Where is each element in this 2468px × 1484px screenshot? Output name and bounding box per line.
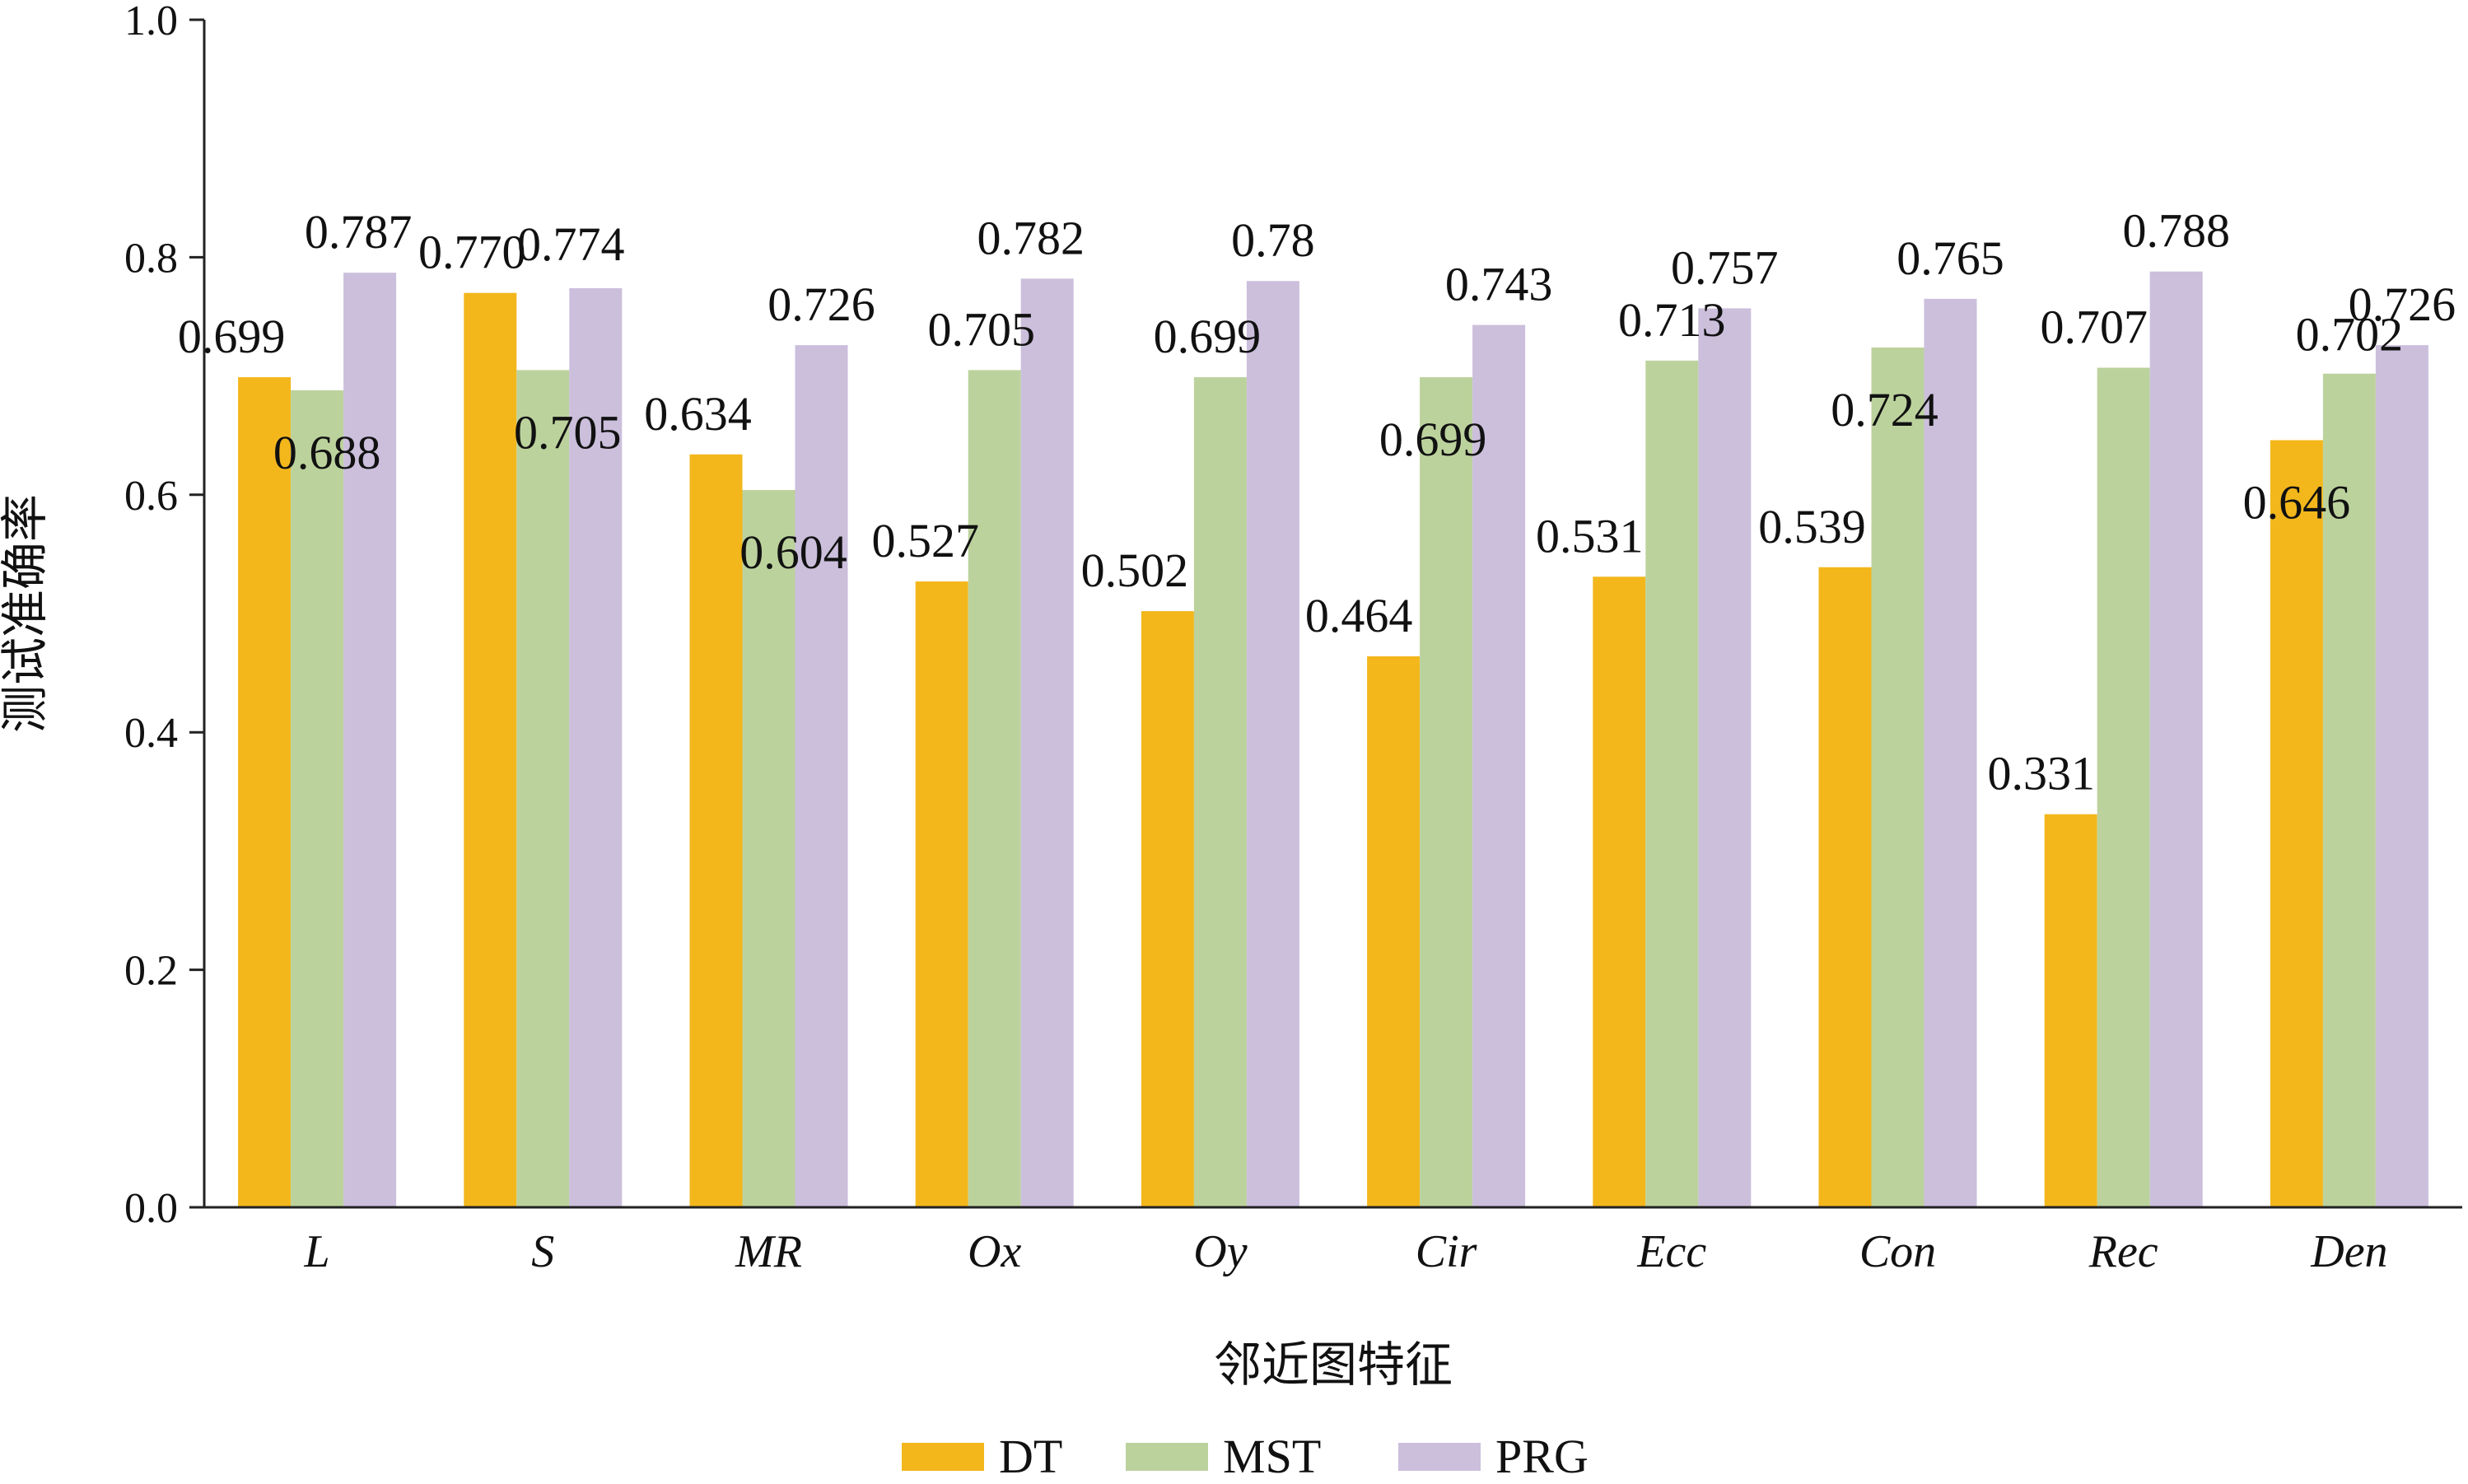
bar-dt-con <box>1818 567 1872 1207</box>
bar-prg-con <box>1924 298 1977 1207</box>
y-tick-label: 0.4 <box>124 710 178 757</box>
bar-mst-ecc <box>1645 360 1699 1207</box>
x-tick-label: Oy <box>1193 1226 1247 1277</box>
data-label-dt-ecc: 0.531 <box>1536 509 1644 562</box>
bar-dt-ecc <box>1593 576 1646 1207</box>
bar-dt-mr <box>689 454 743 1207</box>
data-label-prg-cir: 0.743 <box>1445 258 1553 311</box>
legend-label-dt: DT <box>999 1430 1062 1483</box>
x-tick-label: Con <box>1859 1226 1936 1277</box>
data-label-dt-ox: 0.527 <box>871 514 979 567</box>
bar-mst-s <box>516 370 570 1207</box>
legend-label-mst: MST <box>1223 1430 1321 1483</box>
data-label-prg-mr: 0.726 <box>767 278 875 331</box>
bar-dt-den <box>2270 440 2323 1207</box>
x-axis-category-labels: L S MR Ox Oy Cir Ecc Con Rec Den <box>304 1226 2388 1277</box>
data-label-dt-mr: 0.634 <box>644 387 752 441</box>
bar-prg-l <box>343 273 397 1207</box>
data-labels-group: 0.699 0.688 0.787 0.770 0.705 0.774 0.634 0.604… <box>178 204 2456 800</box>
legend-swatch-prg <box>1398 1443 1481 1471</box>
bar-dt-l <box>238 377 292 1207</box>
data-label-dt-l: 0.699 <box>178 310 286 363</box>
x-tick-label: S <box>531 1226 554 1277</box>
y-tick-label: 1.0 <box>124 0 178 44</box>
bar-prg-s <box>569 287 623 1208</box>
data-label-dt-s: 0.770 <box>418 226 526 279</box>
x-tick-label: Ecc <box>1636 1226 1706 1277</box>
y-axis-title: 测试准确率 <box>0 494 53 733</box>
bar-mst-con <box>1871 347 1924 1208</box>
data-label-mst-cir: 0.699 <box>1379 413 1487 466</box>
y-tick-label: 0.8 <box>124 235 178 282</box>
bar-mst-den <box>2322 373 2376 1207</box>
bar-prg-rec <box>2149 271 2203 1208</box>
bar-dt-rec <box>2044 814 2097 1207</box>
data-label-mst-ecc: 0.713 <box>1618 293 1726 347</box>
legend-swatch-mst <box>1126 1443 1208 1471</box>
data-label-prg-den: 0.726 <box>2349 278 2456 331</box>
y-tick-label: 0.6 <box>124 473 178 520</box>
data-label-dt-den: 0.646 <box>2243 475 2351 529</box>
data-label-prg-rec: 0.788 <box>2122 204 2230 258</box>
data-label-prg-con: 0.765 <box>1896 231 2004 285</box>
y-tick-label: 0.0 <box>124 1185 178 1232</box>
data-label-mst-ox: 0.705 <box>927 302 1035 356</box>
data-label-prg-l: 0.787 <box>305 205 413 259</box>
bar-dt-s <box>464 292 517 1207</box>
data-label-dt-oy: 0.502 <box>1081 544 1189 597</box>
bar-mst-rec <box>2097 367 2150 1208</box>
data-label-mst-l: 0.688 <box>273 426 381 479</box>
data-label-prg-ecc: 0.757 <box>1671 240 1779 294</box>
data-label-mst-s: 0.705 <box>514 405 622 459</box>
x-axis-title: 邻近图特征 <box>1214 1337 1453 1393</box>
bar-prg-cir <box>1472 324 1526 1207</box>
legend: DT MST PRG <box>902 1430 1589 1483</box>
data-label-mst-den: 0.702 <box>2296 308 2404 362</box>
x-tick-label: Den <box>2310 1226 2387 1277</box>
y-axis-ticks: 0.0 0.2 0.4 0.6 0.8 1.0 <box>124 0 204 1232</box>
data-label-mst-mr: 0.604 <box>739 525 847 579</box>
legend-label-prg: PRG <box>1495 1430 1589 1483</box>
data-label-mst-oy: 0.699 <box>1154 310 1262 363</box>
bar-mst-mr <box>742 490 795 1207</box>
legend-swatch-dt <box>902 1443 984 1471</box>
data-label-dt-con: 0.539 <box>1758 500 1866 553</box>
bar-dt-oy <box>1141 611 1194 1207</box>
bar-prg-ox <box>1020 278 1074 1208</box>
data-label-prg-s: 0.774 <box>517 217 625 271</box>
bar-prg-den <box>2375 345 2428 1207</box>
data-label-prg-ox: 0.782 <box>977 211 1085 264</box>
bar-mst-cir <box>1420 377 1473 1207</box>
x-tick-label: MR <box>735 1226 802 1277</box>
bar-prg-oy <box>1246 281 1299 1207</box>
y-tick-label: 0.2 <box>124 948 178 995</box>
x-tick-label: Ox <box>968 1226 1021 1277</box>
bar-mst-l <box>291 390 344 1207</box>
bar-dt-cir <box>1367 656 1421 1207</box>
bar-prg-ecc <box>1698 308 1752 1207</box>
data-label-mst-con: 0.724 <box>1831 383 1938 436</box>
bar-prg-mr <box>795 345 848 1207</box>
bars-group <box>238 271 2428 1208</box>
data-label-prg-oy: 0.78 <box>1231 213 1315 267</box>
data-label-dt-rec: 0.331 <box>1987 747 2095 800</box>
x-tick-label: L <box>304 1226 330 1277</box>
bar-mst-oy <box>1193 377 1247 1207</box>
x-tick-label: Cir <box>1416 1226 1477 1277</box>
data-label-mst-rec: 0.707 <box>2040 301 2148 354</box>
bar-mst-ox <box>968 370 1021 1207</box>
bar-dt-ox <box>915 581 968 1207</box>
x-tick-label: Rec <box>2088 1226 2158 1277</box>
data-label-dt-cir: 0.464 <box>1305 589 1413 642</box>
